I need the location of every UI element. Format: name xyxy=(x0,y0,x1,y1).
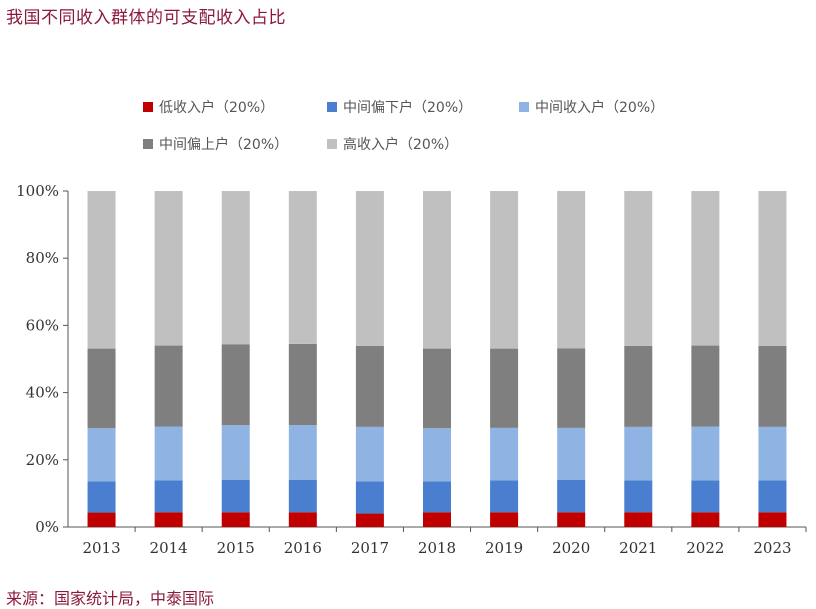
x-tick-label: 2022 xyxy=(686,539,724,557)
bar-segment-2015-s0 xyxy=(221,512,250,527)
legend-swatch xyxy=(143,102,153,112)
bar-segment-2023-s2 xyxy=(758,426,787,481)
x-tick-label: 2015 xyxy=(217,539,255,557)
legend-swatch xyxy=(327,102,337,112)
bar-segment-2018-s3 xyxy=(423,348,451,429)
y-tick-label: 60% xyxy=(26,316,59,334)
bar-segment-2023-s3 xyxy=(758,345,787,427)
bar-segment-2015-s1 xyxy=(221,479,250,513)
y-tick-label: 20% xyxy=(26,451,59,469)
bar-segment-2022-s4 xyxy=(691,191,720,346)
chart-title: 我国不同收入群体的可支配收入占比 xyxy=(6,8,286,28)
bar-segment-2019-s2 xyxy=(490,427,519,481)
bar-segment-2020-s3 xyxy=(557,348,586,428)
bar-segment-2014-s0 xyxy=(154,512,183,527)
legend-swatch xyxy=(143,139,153,149)
x-tick-label: 2016 xyxy=(284,539,322,557)
bar-segment-2015-s3 xyxy=(221,344,250,426)
x-tick-label: 2021 xyxy=(619,539,657,557)
bar-segment-2023-s4 xyxy=(758,191,787,346)
legend-label: 中间偏上户（20%） xyxy=(159,136,288,153)
x-tick-label: 2017 xyxy=(351,539,389,557)
bar-segment-2014-s1 xyxy=(154,480,183,513)
x-tick-label: 2020 xyxy=(552,539,590,557)
bar-segment-2018-s4 xyxy=(423,191,451,349)
legend-swatch xyxy=(327,139,337,149)
bar-segment-2023-s0 xyxy=(758,512,787,527)
bar-segment-2013-s4 xyxy=(87,191,116,349)
bar-segment-2017-s4 xyxy=(355,191,384,346)
bar-segment-2017-s2 xyxy=(355,426,384,482)
x-tick-label: 2014 xyxy=(150,539,188,557)
bar-segment-2013-s3 xyxy=(87,348,116,429)
bar-segment-2019-s1 xyxy=(490,480,519,513)
x-tick-label: 2019 xyxy=(485,539,523,557)
bar-segment-2021-s2 xyxy=(624,426,653,481)
bar-segment-2019-s3 xyxy=(490,348,519,428)
bar-segment-2020-s4 xyxy=(557,191,586,349)
bar-segment-2015-s2 xyxy=(221,425,250,480)
bar-segment-2020-s1 xyxy=(557,479,586,513)
bar-segment-2018-s0 xyxy=(423,512,451,527)
bar-segment-2021-s1 xyxy=(624,480,653,513)
bar-segment-2015-s4 xyxy=(221,191,250,345)
bar-segment-2019-s0 xyxy=(490,512,519,527)
bar-segment-2017-s3 xyxy=(355,345,384,427)
bar-segment-2016-s2 xyxy=(288,425,317,480)
bar-segment-2018-s1 xyxy=(423,481,451,513)
bar-segment-2021-s4 xyxy=(624,191,653,346)
bar-segment-2020-s0 xyxy=(557,512,586,527)
bar-segment-2016-s1 xyxy=(288,479,317,513)
bar-segment-2013-s0 xyxy=(87,512,116,527)
bar-segment-2021-s3 xyxy=(624,345,653,427)
x-tick-label: 2013 xyxy=(82,539,120,557)
bar-segment-2019-s4 xyxy=(490,191,519,349)
legend-label: 中间收入户（20%） xyxy=(535,99,664,116)
y-tick-label: 100% xyxy=(16,182,59,200)
bar-segment-2017-s0 xyxy=(355,513,384,527)
bar-segment-2016-s0 xyxy=(288,512,317,527)
y-tick-label: 0% xyxy=(35,518,59,536)
bar-segment-2016-s4 xyxy=(288,191,317,344)
bar-segment-2020-s2 xyxy=(557,427,586,480)
bar-segment-2014-s3 xyxy=(154,345,183,427)
source-note: 来源：国家统计局，中泰国际 xyxy=(6,589,215,608)
bar-segment-2022-s0 xyxy=(691,512,720,527)
bar-segment-2021-s0 xyxy=(624,512,653,527)
bar-segment-2017-s1 xyxy=(355,481,384,514)
legend-label: 高收入户（20%） xyxy=(343,136,458,153)
y-tick-label: 80% xyxy=(26,249,59,267)
bar-segment-2013-s1 xyxy=(87,481,116,513)
bar-segment-2014-s2 xyxy=(154,426,183,481)
x-tick-label: 2018 xyxy=(418,539,456,557)
legend-label: 低收入户（20%） xyxy=(159,99,274,116)
bar-segment-2013-s2 xyxy=(87,428,116,482)
y-tick-label: 40% xyxy=(26,384,59,402)
bar-segment-2018-s2 xyxy=(423,428,451,482)
bar-segment-2022-s3 xyxy=(691,345,720,427)
bar-segment-2016-s3 xyxy=(288,343,317,426)
bar-segment-2014-s4 xyxy=(154,191,183,346)
legend-label: 中间偏下户（20%） xyxy=(343,99,472,116)
bar-segment-2023-s1 xyxy=(758,480,787,513)
bar-segment-2022-s1 xyxy=(691,480,720,513)
legend-swatch xyxy=(519,102,529,112)
stacked-bar-chart: 0% 20% 40% 60% 80% 100% 2013 2014 2015 2016 2017 20… xyxy=(16,99,807,557)
x-tick-label: 2023 xyxy=(753,539,791,557)
bar-segment-2022-s2 xyxy=(691,426,720,481)
